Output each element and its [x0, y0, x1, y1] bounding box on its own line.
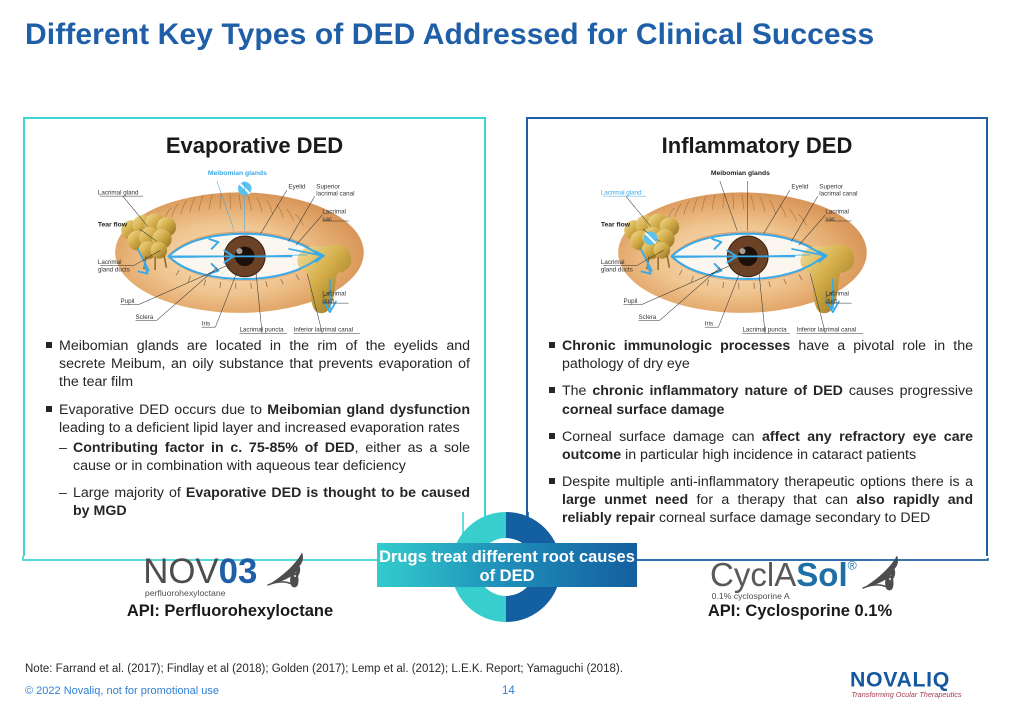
svg-text:NOV03: NOV03: [143, 552, 257, 591]
svg-text:Inferior lacrimal canal: Inferior lacrimal canal: [797, 327, 856, 334]
svg-text:Transforming Ocular Therapeuti: Transforming Ocular Therapeutics: [851, 690, 962, 699]
svg-text:Pupil: Pupil: [623, 298, 637, 305]
svg-text:perfluorohexyloctane: perfluorohexyloctane: [145, 588, 226, 598]
svg-text:Iris: Iris: [705, 321, 713, 328]
svg-text:0.1% cyclosporine A: 0.1% cyclosporine A: [712, 591, 790, 601]
svg-text:Inferior lacrimal canal: Inferior lacrimal canal: [294, 327, 353, 334]
svg-text:NOVALIQ: NOVALIQ: [850, 667, 950, 691]
svg-text:Lacrimal gland: Lacrimal gland: [98, 190, 139, 197]
svg-text:Sclera: Sclera: [136, 314, 154, 321]
svg-text:Eyelid: Eyelid: [791, 184, 809, 191]
svg-text:Sclera: Sclera: [639, 314, 657, 321]
svg-text:CyclASol®: CyclASol®: [710, 557, 857, 594]
svg-text:Iris: Iris: [202, 321, 210, 328]
svg-text:Lacrimal gland: Lacrimal gland: [601, 190, 642, 197]
svg-text:Meibomian glands: Meibomian glands: [711, 170, 770, 177]
svg-text:Eyelid: Eyelid: [288, 184, 306, 191]
svg-text:of DED: of DED: [480, 567, 535, 585]
svg-text:Tear flow: Tear flow: [601, 221, 631, 228]
svg-text:Tear flow: Tear flow: [98, 221, 128, 228]
svg-text:Meibomian glands: Meibomian glands: [208, 170, 267, 177]
svg-text:Pupil: Pupil: [120, 298, 134, 305]
